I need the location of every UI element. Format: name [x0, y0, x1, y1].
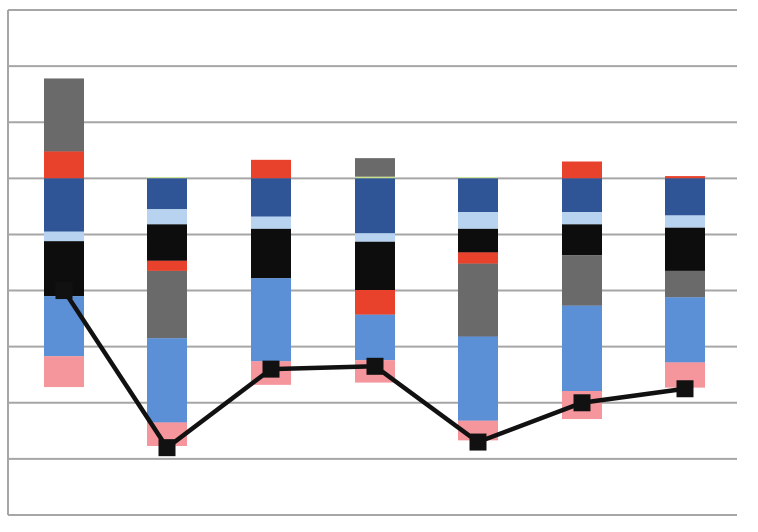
- bar-segment-neg-2-1: [147, 178, 187, 210]
- line-marker-2: [158, 439, 176, 457]
- bar-segment-neg-7-2: [665, 215, 705, 228]
- bar-segment-pos-5-2: [458, 177, 498, 179]
- line-marker-5: [469, 433, 487, 451]
- bar-segment-pos-4-4: [355, 158, 395, 177]
- line-marker-1: [55, 282, 73, 300]
- bar-segment-neg-4-1: [355, 178, 395, 234]
- bar-segment-pos-1-3: [44, 151, 84, 179]
- bar-segment-neg-4-2: [355, 233, 395, 242]
- bar-segment-neg-7-5: [665, 270, 705, 298]
- bar-segment-neg-6-6: [562, 305, 602, 391]
- bar-segment-pos-6-3: [562, 161, 602, 179]
- bar-segment-neg-5-3: [458, 228, 498, 253]
- bar-segment-neg-5-2: [458, 212, 498, 229]
- bar-segment-neg-5-1: [458, 178, 498, 212]
- bar-segment-neg-3-3: [251, 228, 291, 279]
- bar-segment-neg-4-4: [355, 289, 395, 315]
- line-marker-6: [573, 394, 591, 412]
- bar-segment-neg-2-3: [147, 224, 187, 261]
- bar-segment-neg-5-4: [458, 252, 498, 264]
- bar-segment-neg-5-5: [458, 263, 498, 337]
- bars: [44, 78, 705, 446]
- bar-segment-neg-2-6: [147, 338, 187, 423]
- bar-segment-pos-4-2: [355, 176, 395, 179]
- bar-segment-neg-7-1: [665, 178, 705, 216]
- bar-segment-neg-2-2: [147, 209, 187, 225]
- bar-segment-neg-7-3: [665, 227, 705, 271]
- bar-segment-pos-1-4: [44, 78, 84, 152]
- bar-segment-neg-3-2: [251, 216, 291, 229]
- bar-segment-pos-7-3: [665, 176, 705, 179]
- line-marker-4: [366, 357, 384, 375]
- line-marker-3: [262, 360, 280, 378]
- bar-segment-neg-2-4: [147, 260, 187, 271]
- bar-segment-pos-3-3: [251, 159, 291, 179]
- bar-segment-neg-1-6: [44, 296, 84, 357]
- bar-segment-neg-2-5: [147, 270, 187, 339]
- bar-segment-neg-6-5: [562, 255, 602, 306]
- bar-segment-neg-3-6: [251, 278, 291, 362]
- bar-segment-neg-5-6: [458, 336, 498, 421]
- bar-segment-neg-1-1: [44, 178, 84, 232]
- bar-segment-neg-1-2: [44, 231, 84, 242]
- bar-segment-neg-6-3: [562, 224, 602, 256]
- bar-segment-neg-6-2: [562, 212, 602, 225]
- bar-segment-neg-4-3: [355, 241, 395, 290]
- line-marker-7: [676, 380, 694, 398]
- bar-segment-pos-2-2: [147, 177, 187, 179]
- bar-segment-neg-3-1: [251, 178, 291, 217]
- bar-segment-neg-7-6: [665, 297, 705, 363]
- line-series: [55, 282, 694, 457]
- bar-segment-neg-4-6: [355, 314, 395, 361]
- bar-segment-neg-1-7: [44, 356, 84, 388]
- bar-segment-neg-6-1: [562, 178, 602, 212]
